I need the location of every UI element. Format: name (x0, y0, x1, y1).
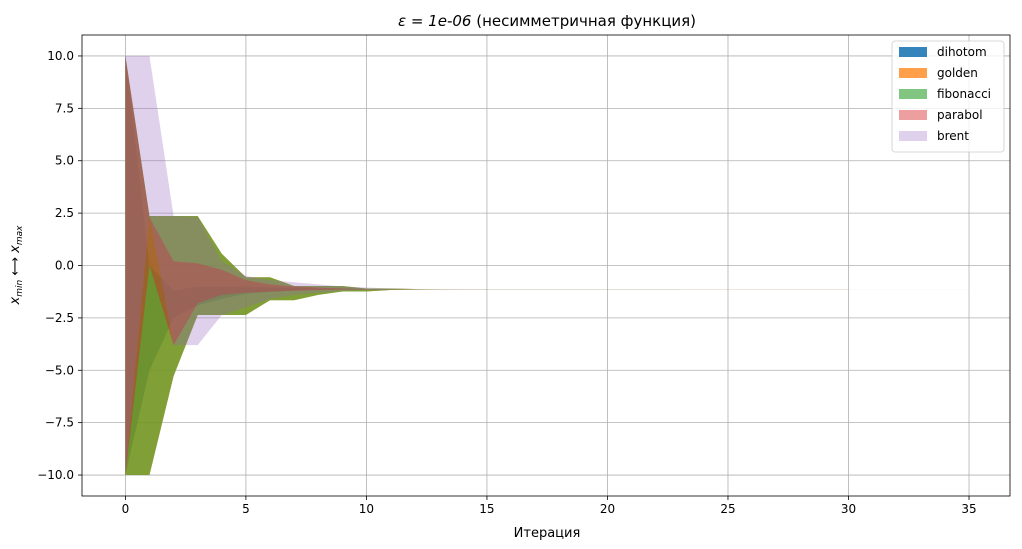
legend-label-parabol: parabol (937, 108, 983, 122)
y-tick-label: 7.5 (55, 101, 74, 115)
y-tick-label: 10.0 (47, 49, 74, 63)
x-tick-label: 35 (961, 502, 976, 516)
x-tick-label: 30 (841, 502, 856, 516)
legend-swatch-golden (899, 68, 927, 78)
y-tick-label: 5.0 (55, 154, 74, 168)
x-axis-ticks: 0 5 10 15 20 25 30 35 (122, 496, 977, 516)
chart-title-suffix: (несимметричная функция) (471, 12, 696, 30)
legend-label-brent: brent (937, 129, 969, 143)
series-band-parabol (125, 55, 487, 476)
x-tick-label: 5 (242, 502, 250, 516)
y-axis-label-sub-min: min (15, 279, 25, 296)
y-axis-label: xmin ⟷ xmax (8, 225, 25, 306)
y-tick-label: −7.5 (45, 416, 74, 430)
x-axis-label: Итерация (514, 526, 581, 541)
y-axis-label-sub-max: max (15, 225, 25, 245)
x-tick-label: 25 (720, 502, 735, 516)
legend-swatch-dihotom (899, 47, 927, 57)
legend-label-fibonacci: fibonacci (937, 87, 991, 101)
x-tick-label: 20 (600, 502, 615, 516)
y-tick-label: −10.0 (37, 468, 74, 482)
y-tick-label: −5.0 (45, 363, 74, 377)
y-axis-label-arrow: ⟷ (8, 253, 23, 280)
x-tick-label: 15 (479, 502, 494, 516)
legend-swatch-parabol (899, 110, 927, 120)
y-axis-ticks: 10.0 7.5 5.0 2.5 0.0 −2.5 −5.0 −7.5 −10.0 (37, 49, 82, 482)
y-axis-label-x-max: x (8, 245, 23, 254)
chart-title: ε = 1e-06 (несимметричная функция) (398, 12, 696, 30)
plot-series (125, 55, 970, 476)
x-tick-label: 10 (359, 502, 374, 516)
legend-swatch-fibonacci (899, 89, 927, 99)
legend: dihotom golden fibonacci parabol brent (891, 40, 1005, 153)
y-axis-label-x-min: x (8, 296, 23, 305)
y-tick-label: 2.5 (55, 206, 74, 220)
y-tick-label: 0.0 (55, 259, 74, 273)
x-tick-label: 0 (122, 502, 130, 516)
y-tick-label: −2.5 (45, 311, 74, 325)
chart-title-prefix: ε = 1e-06 (398, 12, 471, 30)
legend-label-dihotom: dihotom (937, 45, 987, 59)
legend-swatch-brent (899, 131, 927, 141)
legend-label-golden: golden (937, 66, 978, 80)
